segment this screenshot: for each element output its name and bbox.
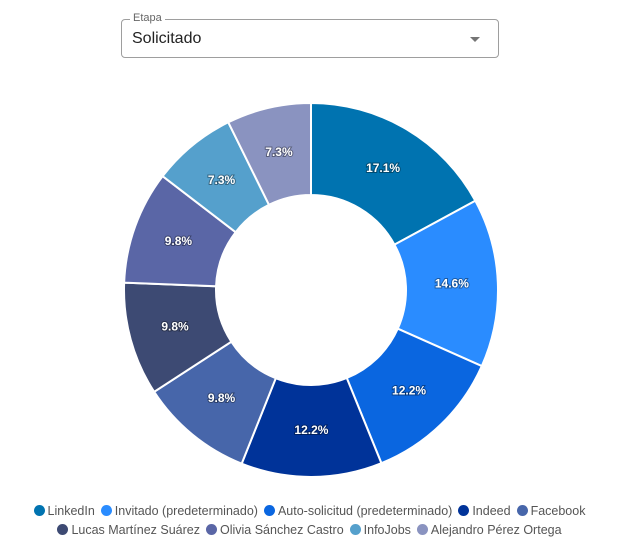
slice-label: 17.1% bbox=[366, 161, 400, 175]
legend-item[interactable]: Lucas Martínez Suárez bbox=[57, 521, 200, 540]
legend-item[interactable]: InfoJobs bbox=[349, 521, 411, 540]
legend-label: InfoJobs bbox=[363, 523, 411, 537]
legend-label: Auto-solicitud (predeterminado) bbox=[277, 504, 453, 518]
legend-dot-icon bbox=[263, 505, 275, 516]
legend-label: Lucas Martínez Suárez bbox=[71, 523, 200, 537]
stage-select[interactable]: Etapa Solicitado bbox=[121, 12, 499, 58]
slice-label: 9.8% bbox=[165, 234, 193, 248]
slice-label: 7.3% bbox=[265, 145, 293, 159]
legend-label: Facebook bbox=[530, 504, 586, 518]
slice-linkedin[interactable] bbox=[310, 101, 477, 247]
slice-label: 14.6% bbox=[435, 277, 469, 291]
legend-dot-icon bbox=[516, 505, 528, 516]
legend-label: LinkedIn bbox=[47, 504, 95, 518]
legend-dot-icon bbox=[205, 524, 217, 535]
slice-alejandro-p-rez-ortega[interactable] bbox=[226, 101, 312, 207]
legend-item[interactable]: Olivia Sánchez Castro bbox=[205, 521, 344, 540]
legend-label: Invitado (predeterminado) bbox=[114, 504, 258, 518]
legend-dot-icon bbox=[33, 505, 45, 516]
legend-label: Indeed bbox=[472, 504, 511, 518]
legend-item[interactable]: LinkedIn bbox=[33, 502, 95, 521]
legend-item[interactable]: Auto-solicitud (predeterminado) bbox=[263, 502, 453, 521]
legend-row: Lucas Martínez Suárez Olivia Sánchez Cast… bbox=[0, 521, 619, 540]
slice-label: 12.2% bbox=[294, 423, 328, 437]
chart-legend: LinkedIn Invitado (predeterminado) Auto-so… bbox=[0, 502, 619, 540]
stage-select-label: Etapa bbox=[130, 12, 165, 24]
dropdown-arrow-icon bbox=[470, 37, 480, 42]
slice-label: 7.3% bbox=[208, 173, 236, 187]
legend-item[interactable]: Invitado (predeterminado) bbox=[100, 502, 258, 521]
legend-item[interactable]: Facebook bbox=[516, 502, 586, 521]
legend-label: Olivia Sánchez Castro bbox=[219, 523, 344, 537]
legend-item[interactable]: Alejandro Pérez Ortega bbox=[416, 521, 562, 540]
legend-dot-icon bbox=[100, 505, 112, 516]
legend-item[interactable]: Indeed bbox=[458, 502, 511, 521]
slice-label: 12.2% bbox=[392, 384, 426, 398]
stage-select-value: Solicitado bbox=[132, 30, 202, 47]
legend-dot-icon bbox=[349, 524, 361, 535]
legend-dot-icon bbox=[57, 524, 69, 535]
legend-dot-icon bbox=[416, 524, 428, 535]
legend-row: LinkedIn Invitado (predeterminado) Auto-so… bbox=[0, 502, 619, 521]
slice-label: 9.8% bbox=[161, 320, 189, 334]
slice-label: 9.8% bbox=[208, 391, 236, 405]
slice-invitado-predeterminado-[interactable] bbox=[393, 199, 499, 368]
legend-dot-icon bbox=[458, 505, 470, 516]
legend-label: Alejandro Pérez Ortega bbox=[430, 523, 562, 537]
donut-chart: 17.1% 14.6% 12.2% 12.2% 9.8% 9.8% 9.8% 7.3% 7.3% bbox=[123, 101, 499, 478]
